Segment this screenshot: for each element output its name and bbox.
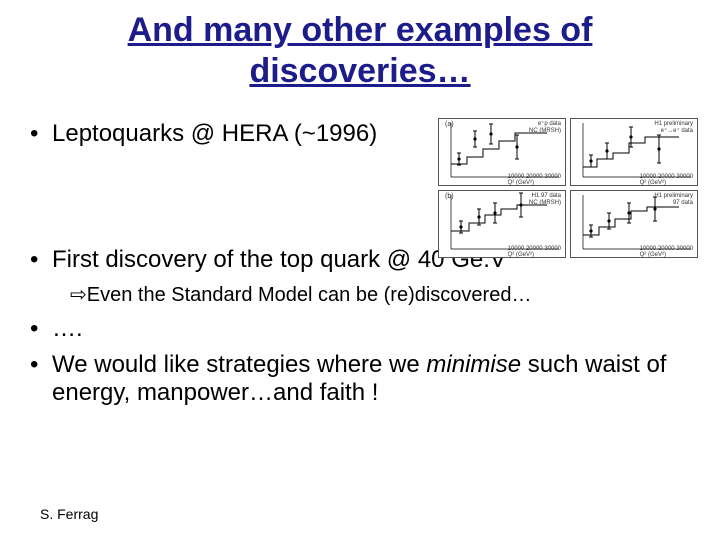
panel-inset: H1 97 dataNC (MRSH) [529, 193, 561, 206]
bullet-3-text: …. [52, 315, 83, 343]
bullet-4-italic: minimise [426, 351, 521, 378]
chart-grid: (a) e⁺p dataNC (MRSH) 10000 20000 30000Q² … [438, 118, 698, 258]
chart-panel-1: H1 preliminarye⁺→e⁺ data 10000 20000 3000… [570, 118, 698, 186]
panel-label: (a) [445, 121, 454, 128]
bullet-3: • …. [30, 315, 690, 343]
bullet-2-sub: ⇨Even the Standard Model can be (re)disc… [30, 282, 690, 307]
arrow-icon: ⇨ [70, 284, 87, 306]
panel-xaxis: 10000 20000 30000Q² (GeV²) [508, 174, 561, 186]
panel-inset: H1 preliminarye⁺→e⁺ data [654, 121, 693, 134]
bullet-dot-icon: • [30, 120, 52, 148]
bullet-4-pre: We would like strategies where we [52, 351, 426, 378]
title-line2: discoveries… [249, 52, 470, 90]
bullet-dot-icon: • [30, 246, 52, 274]
panel-inset: e⁺p dataNC (MRSH) [529, 121, 561, 134]
slide-title: And many other examples of discoveries… [0, 0, 720, 92]
panel-xaxis: 10000 20000 30000Q² (GeV²) [640, 246, 693, 258]
footer-author: S. Ferrag [40, 506, 98, 522]
bullet-4: • We would like strategies where we mini… [30, 351, 690, 407]
chart-panel-0: (a) e⁺p dataNC (MRSH) 10000 20000 30000Q² … [438, 118, 566, 186]
bullet-dot-icon: • [30, 351, 52, 379]
panel-label: (b) [445, 193, 454, 200]
panel-xaxis: 10000 20000 30000Q² (GeV²) [640, 174, 693, 186]
chart-panel-2: (b) H1 97 dataNC (MRSH) 10000 20000 30000Q… [438, 190, 566, 258]
bullet-4-text: We would like strategies where we minimi… [52, 351, 690, 407]
panel-xaxis: 10000 20000 30000Q² (GeV²) [508, 246, 561, 258]
bullet-dot-icon: • [30, 315, 52, 343]
title-line1: And many other examples of [128, 11, 593, 49]
bullet-2-sub-text: Even the Standard Model can be (re)disco… [87, 284, 532, 306]
panel-inset: H1 preliminary97 data [654, 193, 693, 206]
chart-panel-3: H1 preliminary97 data 10000 20000 30000Q²… [570, 190, 698, 258]
bullet-1-text: Leptoquarks @ HERA (~1996) [52, 120, 377, 148]
